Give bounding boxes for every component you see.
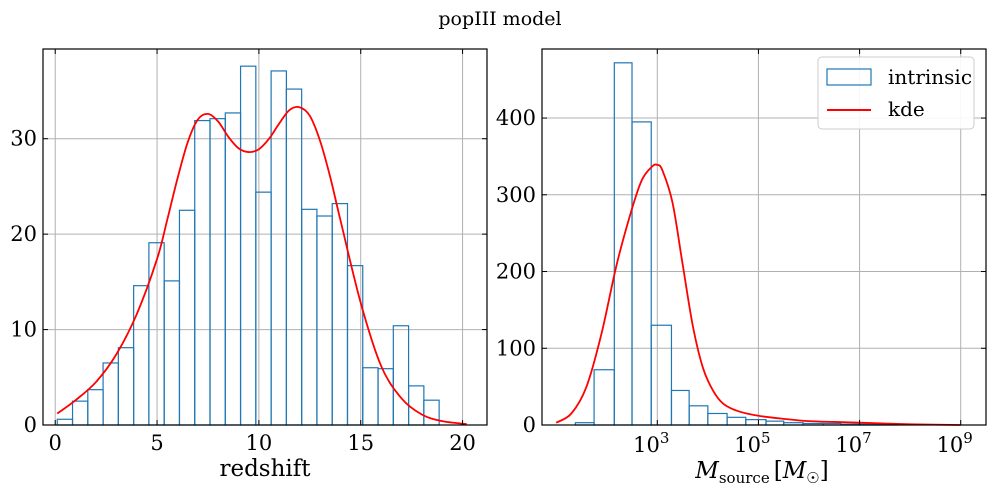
redshift-kde-line <box>56 105 467 425</box>
redshift-ticks: 0 5 10 15 20 0 10 20 30 <box>10 49 487 455</box>
right-x-tick-label: 107 <box>835 429 871 457</box>
legend: intrinsic kde <box>817 56 975 130</box>
left-y-tick-label: 30 <box>10 127 37 151</box>
right-x-tick-label: 103 <box>633 429 669 457</box>
mass-x-axis-label: Msource [M☉] <box>694 458 828 487</box>
legend-kde-label: kde <box>888 97 925 121</box>
right-x-tick-label: 105 <box>734 429 770 457</box>
mass-x-axis-label-unit-sub: ☉ <box>806 469 819 487</box>
mass-x-axis-label-unit-open: [ <box>774 458 783 484</box>
left-y-tick-label: 10 <box>10 318 37 342</box>
left-x-tick-label: 10 <box>246 431 273 455</box>
right-y-tick-label: 100 <box>496 336 536 360</box>
right-y-tick-label: 400 <box>496 106 536 130</box>
mass-x-axis-label-unit: M <box>782 458 808 484</box>
right-x-tick-label: 109 <box>937 429 973 457</box>
right-y-tick-label: 200 <box>496 260 536 284</box>
left-x-tick-label: 0 <box>49 431 62 455</box>
redshift-axes: 0 5 10 15 20 0 10 20 30 redshift <box>10 48 488 482</box>
legend-intrinsic-label: intrinsic <box>888 65 972 89</box>
mass-x-axis-label-unit-close: ] <box>820 458 829 484</box>
left-y-tick-label: 0 <box>24 413 37 437</box>
left-x-tick-label: 5 <box>150 431 163 455</box>
mass-kde-line <box>555 163 961 426</box>
left-y-tick-label: 20 <box>10 222 37 246</box>
figure-title: popIII model <box>438 8 561 30</box>
right-y-tick-label: 300 <box>496 183 536 207</box>
mass-x-axis-label-main: M <box>694 458 720 484</box>
mass-axes-frame <box>541 48 987 426</box>
legend-intrinsic-swatch <box>826 68 872 86</box>
left-x-tick-label: 20 <box>449 431 476 455</box>
right-y-tick-label: 0 <box>523 413 536 437</box>
redshift-x-axis-label: redshift <box>219 456 311 482</box>
redshift-axes-frame <box>42 48 488 426</box>
mass-ticks: 103 105 107 109 0 100 200 300 400 <box>496 49 986 457</box>
left-x-tick-label: 15 <box>347 431 374 455</box>
mass-x-axis-label-sub: source <box>719 469 770 487</box>
